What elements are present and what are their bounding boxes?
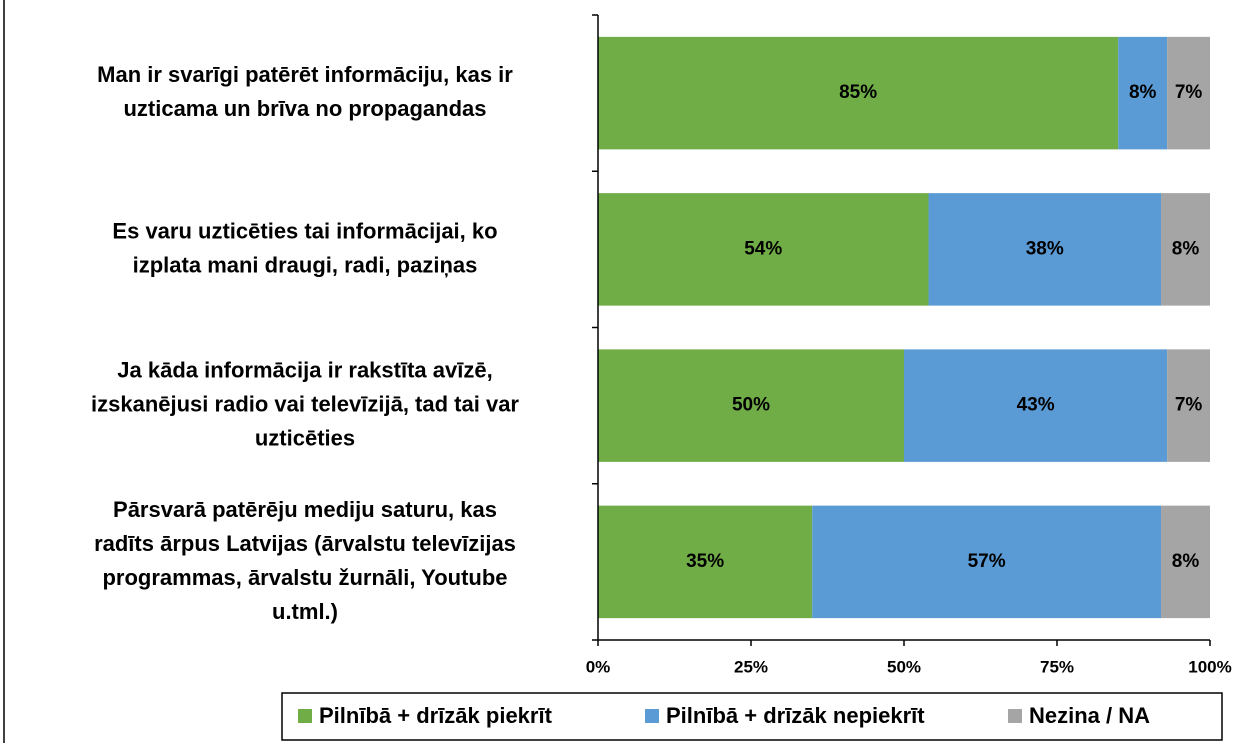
data-label: 54% [744, 238, 782, 259]
bar-segment [598, 505, 813, 619]
legend-swatch [1008, 709, 1022, 723]
bar-segment [598, 36, 1119, 150]
x-tick-label: 0% [586, 657, 611, 676]
data-label: 85% [839, 82, 877, 103]
data-label: 57% [968, 551, 1006, 572]
bar-segment [1118, 36, 1168, 150]
bar-segment [928, 193, 1162, 306]
legend-box [281, 692, 1223, 741]
data-label: 8% [1172, 238, 1200, 259]
data-label: 8% [1129, 82, 1157, 103]
legend-label: Pilnībā + drīzāk piekrīt [319, 703, 553, 728]
category-label: Es varu uzticēties tai informācijai, ko i… [112, 218, 497, 277]
category-label: Ja kāda informācija ir rakstīta avīzē, iz… [91, 357, 519, 450]
bar-segment [598, 349, 904, 462]
data-label: 35% [686, 551, 724, 572]
legend-swatch [645, 709, 659, 723]
bar-segment [1161, 193, 1210, 306]
data-label: 7% [1175, 395, 1203, 416]
bar-segment [1167, 349, 1210, 462]
bar-segment [904, 349, 1168, 462]
data-label: 7% [1175, 82, 1203, 103]
x-tick-label: 100% [1188, 657, 1231, 676]
data-label: 8% [1172, 551, 1200, 572]
legend-label: Nezina / NA [1029, 703, 1150, 728]
x-tick-label: 75% [1040, 657, 1074, 676]
bar-segment [1167, 36, 1210, 150]
bar-segment [1161, 505, 1210, 619]
data-label: 43% [1017, 395, 1055, 416]
data-label: 50% [732, 395, 770, 416]
bar-segment [812, 505, 1162, 619]
x-tick-label: 50% [887, 657, 921, 676]
x-tick-label: 25% [734, 657, 768, 676]
bar-segment [598, 193, 929, 306]
legend-swatch [298, 709, 312, 723]
data-label: 38% [1026, 238, 1064, 259]
category-label: Pārsvarā patērēju mediju saturu, kas radī… [94, 497, 516, 624]
legend-label: Pilnībā + drīzāk nepiekrīt [666, 703, 925, 728]
category-label: Man ir svarīgi patērēt informāciju, kas … [97, 62, 513, 121]
